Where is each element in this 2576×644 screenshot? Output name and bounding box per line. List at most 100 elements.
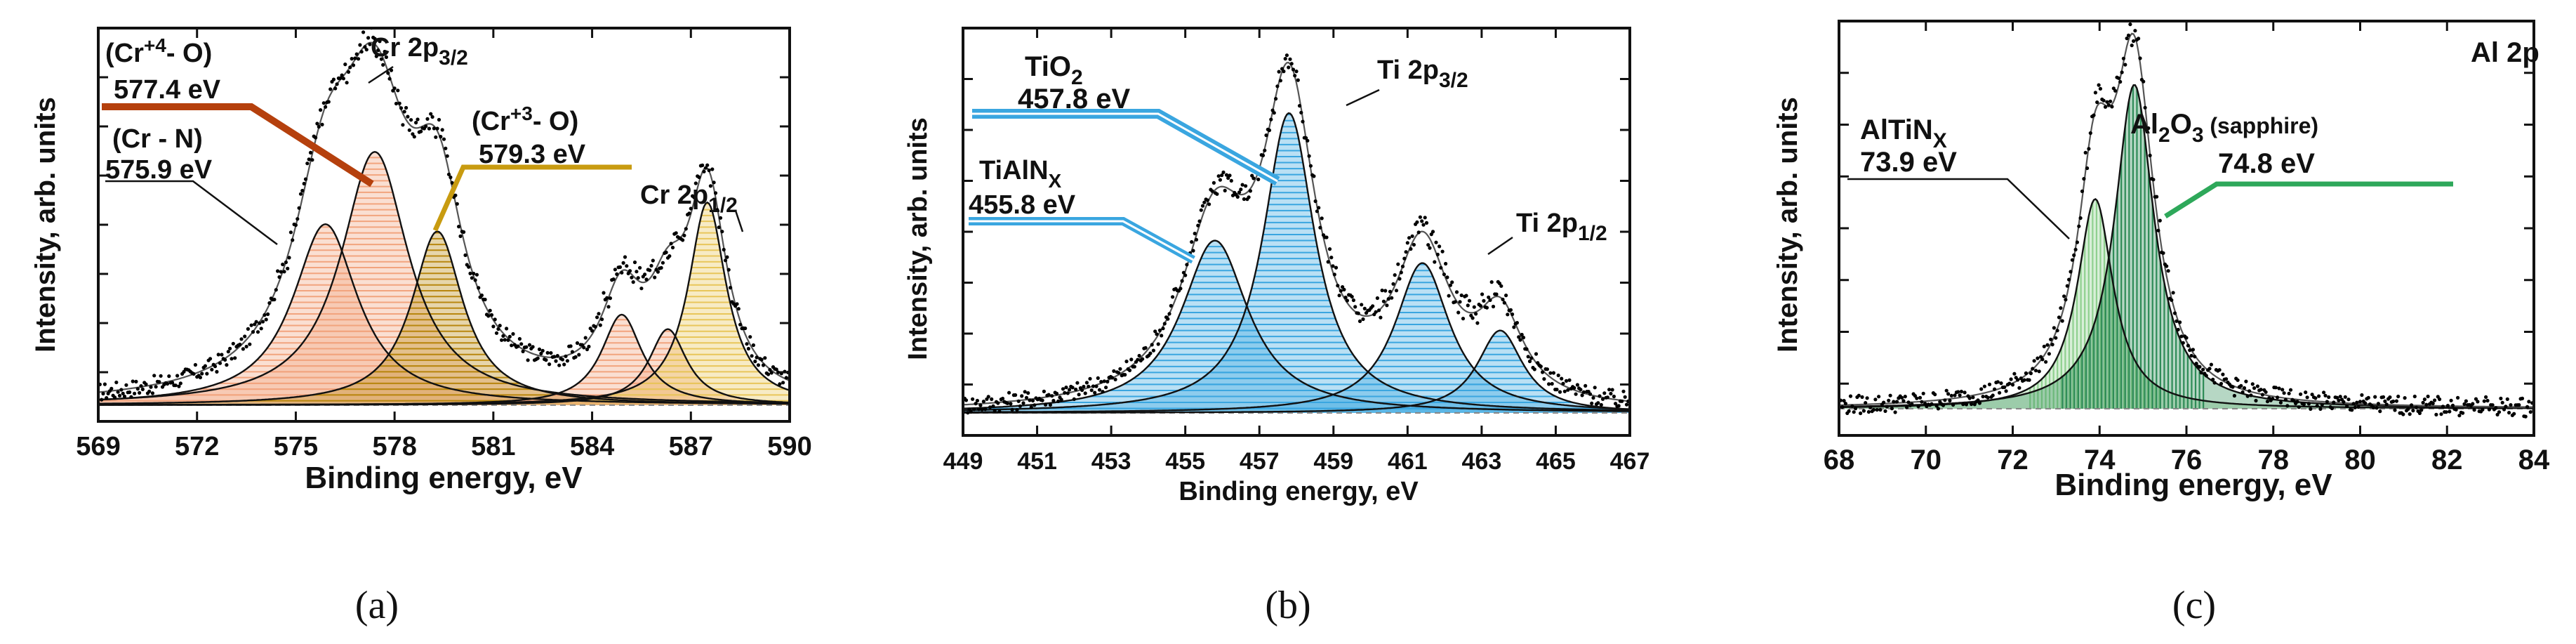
data-point	[1199, 208, 1203, 212]
data-point	[2095, 100, 2099, 105]
data-point	[507, 334, 512, 339]
component-fill	[98, 231, 790, 405]
data-point	[134, 379, 138, 384]
data-point	[2184, 336, 2189, 340]
data-point	[708, 184, 713, 188]
data-point	[1542, 377, 1546, 381]
data-point	[203, 364, 207, 368]
data-point	[1459, 293, 1463, 298]
data-point	[1920, 400, 1924, 404]
data-point	[1508, 308, 1513, 312]
data-point	[1351, 298, 1355, 303]
data-point	[1405, 241, 1409, 245]
data-point	[1474, 312, 1478, 316]
data-point	[157, 380, 161, 384]
data-point	[986, 395, 990, 399]
data-point	[1193, 231, 1197, 236]
data-point	[500, 338, 504, 342]
data-point	[1197, 219, 1202, 223]
x-tick-label: 575	[274, 432, 318, 461]
data-point	[1890, 407, 1894, 411]
data-point	[1864, 401, 1868, 405]
data-point	[2356, 405, 2361, 409]
data-point	[1396, 262, 1400, 266]
data-point	[462, 230, 466, 234]
altin-leader-line	[1847, 178, 2070, 239]
data-point	[1843, 402, 1847, 406]
altin-energy: 73.9 eV	[1860, 147, 1957, 178]
data-point	[2351, 402, 2356, 406]
data-point	[2482, 399, 2486, 403]
data-point	[2322, 390, 2326, 395]
data-point	[1381, 299, 1386, 303]
data-point	[412, 135, 416, 139]
data-point	[2176, 327, 2180, 331]
data-point	[1393, 273, 1397, 277]
panel-b-curves	[963, 61, 1630, 414]
panel-b: 449 451 453 455 457 459 461 463 465 467 Binding e…	[903, 27, 1649, 627]
data-point	[539, 351, 543, 355]
cr-n-leader-line	[105, 180, 278, 245]
data-point	[424, 124, 428, 129]
data-point	[402, 110, 406, 114]
data-point	[1504, 294, 1508, 298]
data-point	[1605, 395, 1609, 400]
tialn-label: TiAlNX	[979, 156, 1062, 192]
data-point	[2464, 399, 2468, 403]
data-point	[241, 347, 245, 351]
data-point	[2338, 395, 2342, 399]
data-point	[983, 407, 988, 412]
data-point	[2123, 63, 2127, 67]
altin-label: AlTiNX	[1860, 114, 1947, 152]
data-point	[1380, 288, 1384, 293]
data-point	[687, 211, 691, 216]
data-point	[1916, 405, 1920, 409]
data-point	[2358, 400, 2363, 404]
data-point	[621, 261, 625, 265]
data-point	[2082, 177, 2086, 181]
data-point	[1488, 298, 1492, 302]
data-point	[717, 225, 721, 230]
data-point	[2060, 319, 2064, 323]
data-point	[338, 76, 343, 80]
data-point	[682, 233, 686, 237]
data-point	[1394, 289, 1399, 293]
data-point	[1953, 393, 1957, 397]
data-point	[1304, 136, 1308, 140]
data-point	[288, 230, 293, 235]
data-point	[768, 368, 772, 372]
data-point	[1840, 405, 1845, 409]
data-point	[2044, 360, 2048, 364]
data-point	[215, 369, 219, 374]
data-point	[291, 238, 295, 242]
data-point	[220, 353, 224, 357]
data-point	[743, 326, 748, 331]
data-point	[129, 395, 133, 399]
data-point	[1021, 401, 1025, 405]
data-point	[1341, 285, 1345, 289]
data-point	[165, 381, 170, 386]
data-point	[2376, 402, 2380, 406]
data-point	[1072, 397, 1076, 402]
data-point	[251, 330, 255, 334]
data-point	[1207, 202, 1211, 206]
data-point	[964, 398, 969, 402]
data-point	[2138, 56, 2142, 60]
data-point	[1842, 399, 1846, 403]
data-point	[2507, 411, 2511, 415]
data-point	[2245, 394, 2250, 398]
data-point	[1847, 409, 1851, 414]
data-point	[1005, 401, 1009, 405]
x-tick-label: 590	[767, 432, 811, 461]
component-curve	[963, 262, 1630, 414]
data-point	[1402, 256, 1407, 261]
x-tick-label: 76	[2171, 445, 2203, 475]
data-point	[1160, 334, 1164, 338]
data-point	[1444, 261, 1448, 266]
data-point	[583, 336, 587, 340]
data-point	[468, 271, 472, 275]
data-point	[112, 395, 117, 400]
data-point	[2156, 228, 2160, 232]
data-point	[1482, 298, 1486, 303]
data-point	[722, 247, 726, 252]
